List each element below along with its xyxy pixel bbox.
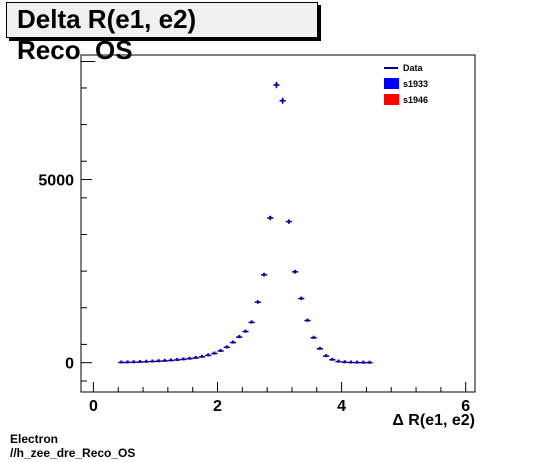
x-tick-label: 2 — [213, 398, 222, 415]
chart-title-box: Delta R(e1, e2) Reco_OS — [6, 2, 318, 65]
data-marks — [118, 81, 373, 364]
plot-frame — [80, 54, 476, 393]
legend-swatch-box — [384, 94, 399, 105]
axes: 0 2 4 6 0 5000 — [38, 87, 470, 415]
x-axis-label: Δ R(e1, e2) — [392, 412, 475, 429]
chart-title: Delta R(e1, e2) Reco_OS — [17, 4, 197, 65]
y-tick-label: 5000 — [38, 173, 74, 190]
legend-swatch-box — [384, 78, 399, 89]
legend: Data s1933 s1946 — [384, 63, 428, 105]
legend-label: Data — [403, 63, 424, 73]
legend-label: s1946 — [403, 95, 428, 105]
footer-path: //h_zee_dre_Reco_OS — [10, 446, 136, 460]
footer-label: Electron — [10, 432, 59, 446]
legend-label: s1933 — [403, 79, 428, 89]
y-tick-label: 0 — [65, 356, 74, 373]
x-tick-label: 0 — [89, 398, 98, 415]
x-tick-label: 6 — [461, 398, 470, 415]
x-tick-label: 4 — [337, 398, 346, 415]
